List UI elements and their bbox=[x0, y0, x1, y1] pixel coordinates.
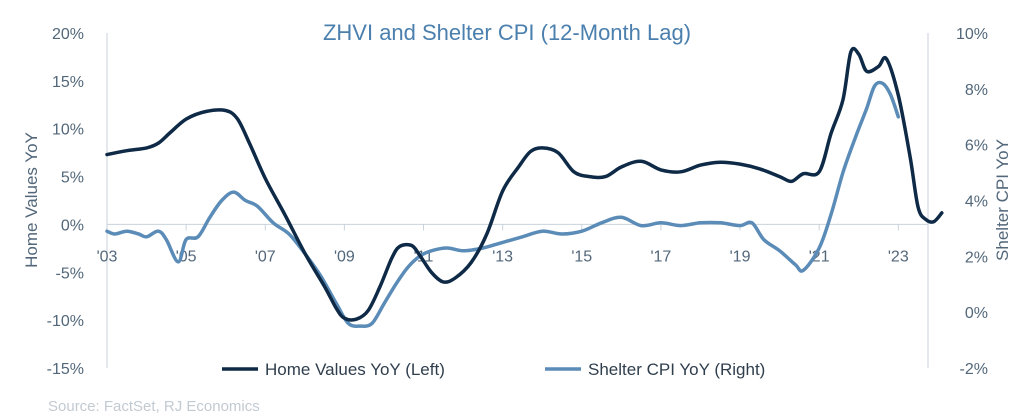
x-tick-label: '19 bbox=[730, 248, 751, 265]
left-tick-label: 5% bbox=[61, 170, 84, 187]
right-axis-ticks: -2% 0% 2% 4% 6% 8% 10% bbox=[956, 26, 988, 378]
chart-title: ZHVI and Shelter CPI (12-Month Lag) bbox=[323, 20, 691, 45]
legend: Home Values YoY (Left) Shelter CPI YoY (… bbox=[222, 360, 765, 379]
right-tick-label: 10% bbox=[956, 26, 988, 43]
source-note: Source: FactSet, RJ Economics bbox=[48, 398, 260, 415]
left-tick-label: 0% bbox=[61, 217, 84, 234]
x-tick-label: '03 bbox=[97, 248, 118, 265]
x-tick-label: '17 bbox=[650, 248, 671, 265]
right-tick-label: 8% bbox=[965, 82, 988, 99]
legend-label-shelter-cpi: Shelter CPI YoY (Right) bbox=[588, 360, 765, 379]
x-tick-label: '21 bbox=[809, 248, 830, 265]
left-axis-label: Home Values YoY bbox=[22, 132, 41, 268]
left-axis-ticks: -15% -10% -5% 0% 5% 10% 15% 20% bbox=[47, 26, 84, 378]
x-tick-label: '15 bbox=[571, 248, 592, 265]
right-tick-label: 6% bbox=[965, 138, 988, 155]
left-tick-label: -15% bbox=[47, 361, 84, 378]
series-line-shelter-cpi bbox=[105, 80, 901, 328]
left-tick-label: 10% bbox=[52, 122, 84, 139]
x-tick-label: '09 bbox=[334, 248, 355, 265]
right-tick-label: 4% bbox=[965, 194, 988, 211]
x-tick-label: '13 bbox=[492, 248, 513, 265]
left-tick-label: -5% bbox=[56, 265, 84, 282]
right-tick-label: 2% bbox=[965, 249, 988, 266]
x-tick-label: '07 bbox=[255, 248, 276, 265]
left-tick-label: 15% bbox=[52, 74, 84, 91]
series-line-home-values bbox=[105, 46, 944, 322]
legend-label-home-values: Home Values YoY (Left) bbox=[265, 360, 445, 379]
right-tick-label: 0% bbox=[965, 305, 988, 322]
left-tick-label: -10% bbox=[47, 313, 84, 330]
left-tick-label: 20% bbox=[52, 26, 84, 43]
x-axis-ticks: '03'05'07'09'11'13'15'17'19'21'23 bbox=[97, 224, 909, 265]
x-tick-label: '23 bbox=[888, 248, 909, 265]
right-tick-label: -2% bbox=[960, 361, 988, 378]
right-axis-label: Shelter CPI YoY bbox=[993, 139, 1012, 261]
